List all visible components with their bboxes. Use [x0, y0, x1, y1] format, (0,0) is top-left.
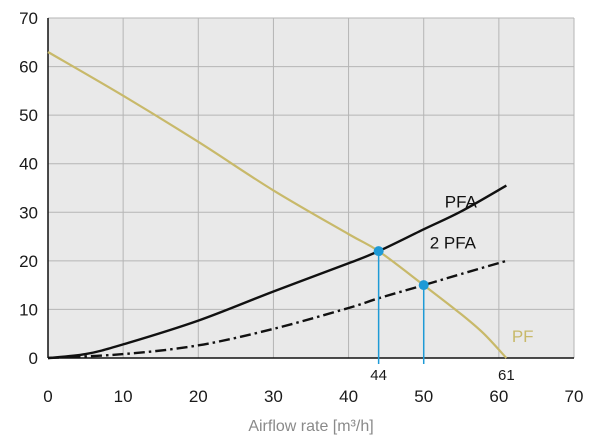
curve-label-pfa: PFA [445, 192, 478, 211]
intersection-x-label: 44 [370, 367, 387, 384]
y-tick-label: 0 [29, 349, 38, 368]
series-line-2-pfa [47, 259, 507, 360]
annotation-x-label: 61 [498, 367, 515, 384]
x-tick-label: 30 [264, 387, 283, 406]
curve-label-2-pfa: 2 PFA [430, 234, 477, 253]
intersection-markers [373, 246, 429, 364]
x-tick-label: 50 [414, 387, 433, 406]
y-tick-label: 10 [19, 300, 38, 319]
intersection-point [373, 246, 384, 257]
y-tick-label: 70 [19, 9, 38, 28]
y-tick-label: 50 [19, 106, 38, 125]
curve-labels: PF PFA 2 PFA [430, 192, 534, 346]
x-tick-label: 40 [339, 387, 358, 406]
x-tick-label: 60 [489, 387, 508, 406]
y-tick-label: 20 [19, 252, 38, 271]
intersection-point [418, 280, 429, 291]
x-tick-label: 20 [189, 387, 208, 406]
x-axis-label: Airflow rate [m³/h] [248, 418, 373, 435]
curve-label-pf: PF [512, 327, 534, 346]
series-line-pf [47, 51, 508, 359]
tick-labels: 0 10 20 30 40 50 60 70 0 10 20 30 40 50 60 70 44 61 [19, 9, 583, 406]
y-tick-label: 40 [19, 155, 38, 174]
x-tick-label: 70 [565, 387, 584, 406]
x-tick-label: 0 [43, 387, 52, 406]
series-line-pfa [47, 184, 507, 360]
plot-background [48, 18, 574, 358]
y-tick-label: 30 [19, 203, 38, 222]
grid [47, 17, 575, 359]
x-tick-label: 10 [114, 387, 133, 406]
series-group [47, 51, 508, 360]
y-tick-label: 60 [19, 58, 38, 77]
